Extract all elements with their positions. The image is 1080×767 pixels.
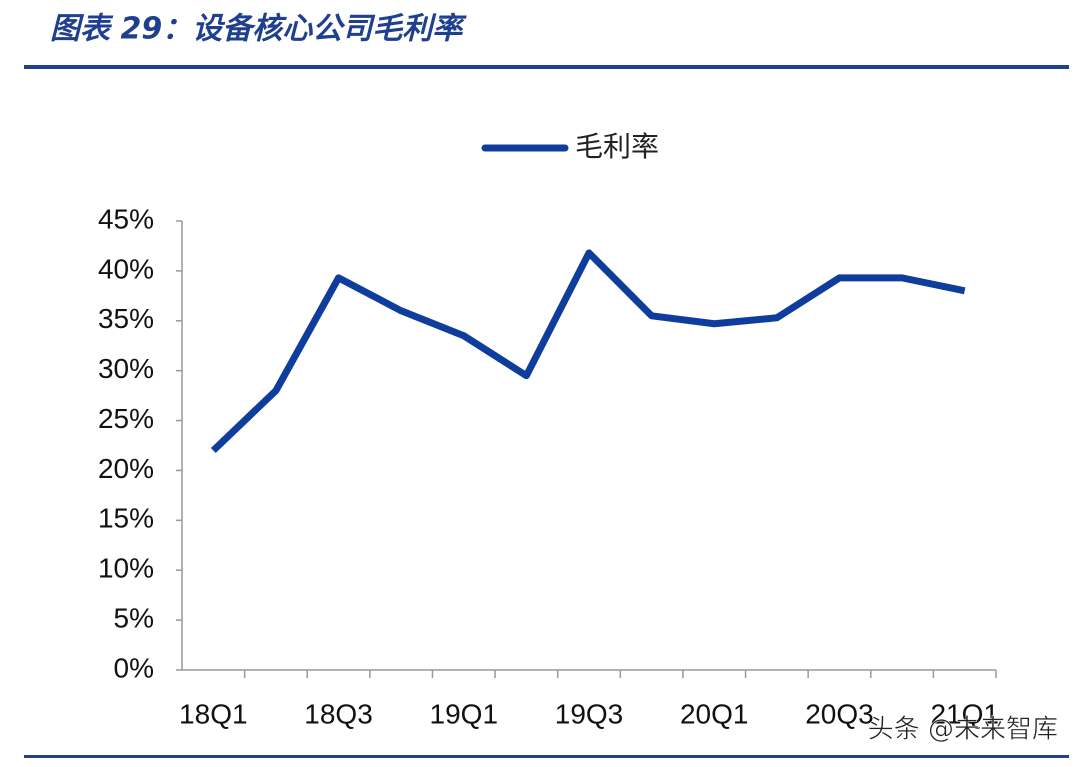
y-tick-label: 35% [98, 303, 154, 334]
x-tick-label: 18Q1 [179, 698, 248, 729]
x-tick-label: 20Q1 [680, 698, 749, 729]
watermark: 头条 @未来智库 [868, 715, 1058, 745]
x-tick-label: 19Q3 [555, 698, 624, 729]
x-tick-label: 21Q1 [930, 698, 999, 729]
y-tick-label: 20% [98, 453, 154, 484]
y-tick-label: 25% [98, 403, 154, 434]
x-tick-label: 20Q3 [805, 698, 874, 729]
y-tick-label: 5% [114, 603, 154, 634]
footer-rule [24, 755, 1069, 758]
y-tick-label: 0% [114, 652, 154, 683]
x-tick-label: 18Q3 [304, 698, 373, 729]
series-line [210, 249, 966, 454]
y-tick-label: 10% [98, 553, 154, 584]
x-tick-label: 19Q1 [430, 698, 499, 729]
y-tick-label: 15% [98, 503, 154, 534]
y-tick-label: 40% [98, 253, 154, 284]
chart-title: 图表 29：设备核心公司毛利率 [50, 12, 467, 47]
y-tick-label: 45% [98, 203, 154, 234]
y-tick-label: 30% [98, 353, 154, 384]
header-rule [24, 65, 1069, 69]
legend-label: 毛利率 [575, 130, 659, 163]
